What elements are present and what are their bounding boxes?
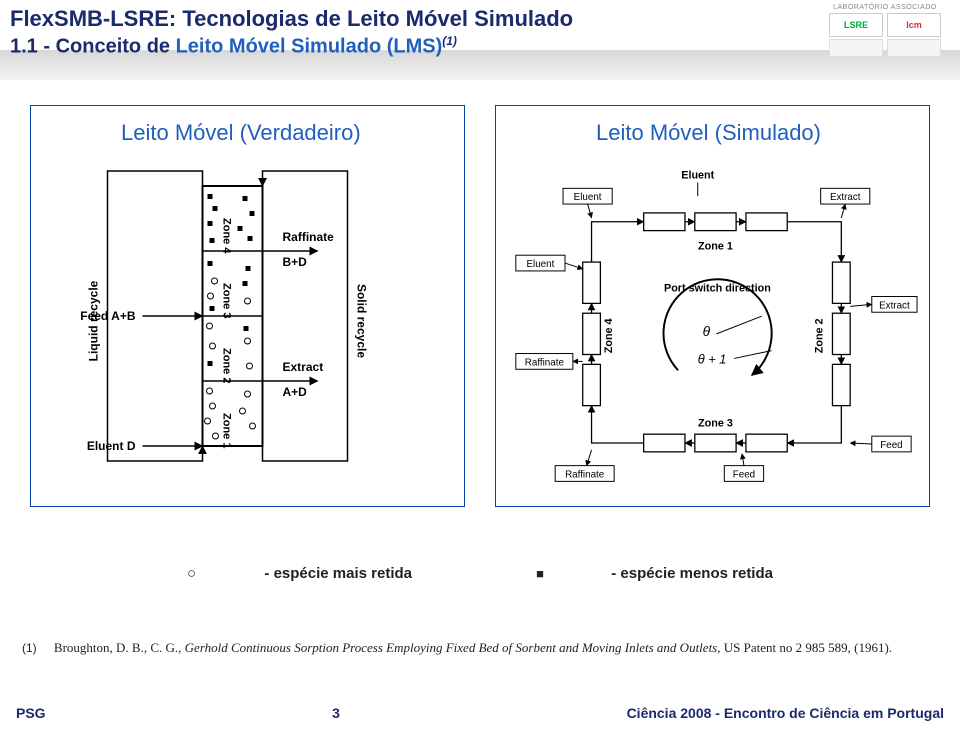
tmb-zone4: Zone 4 [221,218,233,254]
theta-plus-label: θ + 1 [698,351,727,366]
smb-zone4: Zone 4 [603,318,615,353]
subtitle-sup: (1) [442,34,457,48]
solid-recycle-label: Solid recycle [355,284,369,358]
legend-sq: ■ - espécie menos retida [506,565,803,582]
slide-subtitle: 1.1 - Conceito de Leito Móvel Simulado (… [10,34,457,59]
citation-plain2: US Patent no 2 985 589, (1961). [724,640,892,655]
slide-title: FlexSMB-LSRE: Tecnologias de Leito Móvel… [10,6,573,32]
citation-plain1: Broughton, D. B., C. G., [54,640,185,655]
logo-lsre: LSRE [829,13,883,37]
logo-small-2 [887,39,941,57]
panel-smb: Leito Móvel (Simulado) [495,105,930,507]
citation-num: (1) [22,641,37,655]
logo-lcm: lcm [887,13,941,37]
logo-row-2 [829,39,941,57]
citation: (1) Broughton, D. B., C. G., Gerhold Con… [22,640,930,656]
tmb-zone2: Zone 2 [221,348,233,383]
footer-right: Ciência 2008 - Encontro de Ciência em Po… [627,705,944,721]
logo-row: LSRE lcm [829,13,941,37]
raffinate-sub: B+D [283,255,308,269]
theta-label: θ [703,324,711,339]
smb-zone2: Zone 2 [814,318,826,353]
smb-extract-top: Extract [830,192,861,203]
panels: Leito Móvel (Verdadeiro) Zone 4 Zone 3 Z… [30,105,930,507]
legend-o: ○ - espécie mais retida [157,565,442,582]
tmb-zone3: Zone 3 [221,283,233,318]
footer: PSG 3 Ciência 2008 - Encontro de Ciência… [0,705,960,721]
footer-page: 3 [332,705,340,721]
smb-diagram: Eluent Eluent Extract Extract Feed Feed [506,156,919,496]
smb-eluent-title: Eluent [681,170,714,182]
smb-eluent-top: Eluent [574,192,602,203]
smb-feed-box: Feed [880,440,902,451]
subtitle-prefix: 1.1 - Conceito de [10,36,176,58]
legend: ○ - espécie mais retida ■ - espécie meno… [0,565,960,582]
tmb-svg: Zone 4 Zone 3 Zone 2 Zone 1 [41,156,454,496]
feed-label: Feed A+B [80,309,136,323]
footer-left: PSG [16,705,46,721]
raffinate-label: Raffinate [283,230,335,244]
eluent-label: Eluent D [87,439,136,453]
panel-tmb: Leito Móvel (Verdadeiro) Zone 4 Zone 3 Z… [30,105,465,507]
smb-feed-bottom: Feed [733,469,755,480]
panel-smb-title: Leito Móvel (Simulado) [506,120,919,146]
smb-zone1: Zone 1 [698,240,733,252]
subtitle-blue: Leito Móvel Simulado (LMS) [176,36,443,58]
citation-ital: Gerhold Continuous Sorption Process Empl… [185,640,721,655]
tmb-zone1: Zone 1 [221,413,233,448]
smb-svg: Eluent Eluent Extract Extract Feed Feed [506,156,919,496]
extract-label: Extract [283,360,324,374]
tmb-diagram: Zone 4 Zone 3 Zone 2 Zone 1 [41,156,454,496]
logo-small-1 [829,39,883,57]
panel-tmb-title: Leito Móvel (Verdadeiro) [41,120,454,146]
extract-sub: A+D [283,385,308,399]
lab-assoc-label: LABORATÓRIO ASSOCIADO [833,4,937,11]
smb-zone3: Zone 3 [698,417,733,429]
smb-raff-bottom: Raffinate [565,469,605,480]
logo-area: LABORATÓRIO ASSOCIADO LSRE lcm [820,4,950,74]
smb-extract-side: Extract [879,300,910,311]
smb-raff-side: Raffinate [525,357,565,368]
smb-eluent-side: Eluent [526,259,554,270]
